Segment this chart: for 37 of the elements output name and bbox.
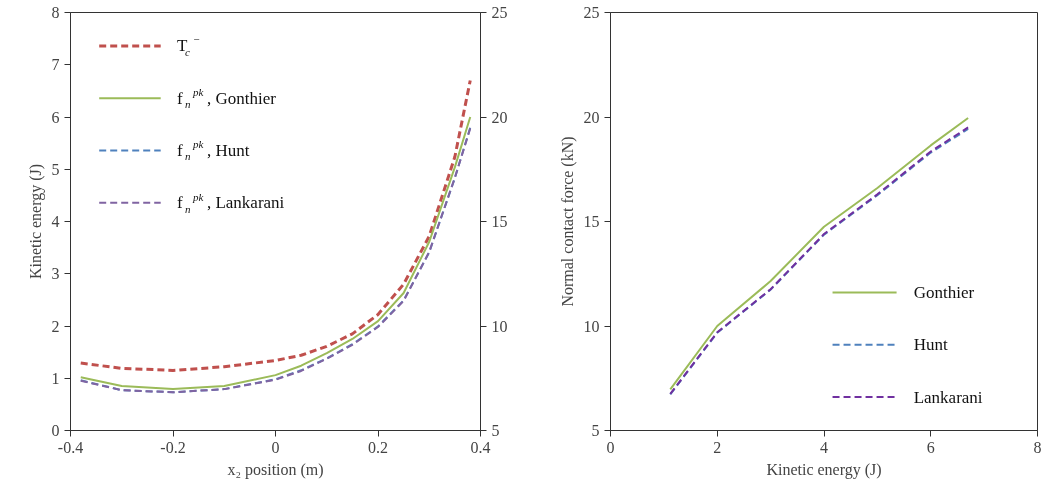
- y-tick-label: 7: [51, 56, 60, 74]
- x-tick-label: 4: [820, 438, 828, 456]
- y-tick-label: 0: [51, 422, 60, 439]
- y-tick-label: 8: [51, 4, 60, 21]
- y-axis-title: Kinetic energy (J): [26, 163, 45, 280]
- y-tick-label: 15: [583, 213, 600, 230]
- y2-tick-label: 15: [491, 213, 508, 230]
- x-tick-label: 6: [926, 438, 935, 456]
- y-tick-label: 25: [583, 4, 600, 21]
- x-tick-label: 0: [606, 438, 615, 456]
- y-tick-label: 5: [591, 422, 600, 439]
- y-tick-label: 10: [583, 317, 600, 335]
- x-tick-label: 8: [1033, 438, 1042, 456]
- legend-label: Gonthier: [913, 283, 975, 303]
- x-axis-title: x₂ position (m): [227, 460, 324, 479]
- y2-tick-label: 5: [491, 422, 500, 439]
- y-tick-label: 4: [51, 213, 60, 230]
- y-tick-label: 1: [51, 369, 60, 387]
- legend-label: Lankarani: [913, 387, 983, 407]
- x-tick-label: 2: [713, 438, 722, 456]
- y2-tick-label: 20: [491, 108, 508, 126]
- y-tick-label: 6: [51, 108, 60, 126]
- line-series: [79, 78, 472, 372]
- x-tick-label: 0.4: [470, 438, 491, 456]
- x-tick-label: -0.2: [160, 438, 186, 456]
- x-tick-label: -0.4: [57, 438, 84, 456]
- y-tick-label: 2: [51, 317, 60, 335]
- x-tick-label: 0.2: [368, 438, 388, 456]
- y-tick-label: 3: [51, 265, 60, 283]
- y-tick-label: 5: [51, 160, 60, 178]
- y2-tick-label: 25: [491, 4, 508, 21]
- y2-tick-label: 10: [491, 317, 508, 335]
- y-axis-title: Normal contact force (kN): [558, 136, 577, 307]
- legend-label: Hunt: [913, 335, 948, 355]
- x-tick-label: 0: [271, 438, 280, 456]
- y-tick-label: 20: [583, 108, 600, 126]
- x-axis-title: Kinetic energy (J): [766, 460, 882, 479]
